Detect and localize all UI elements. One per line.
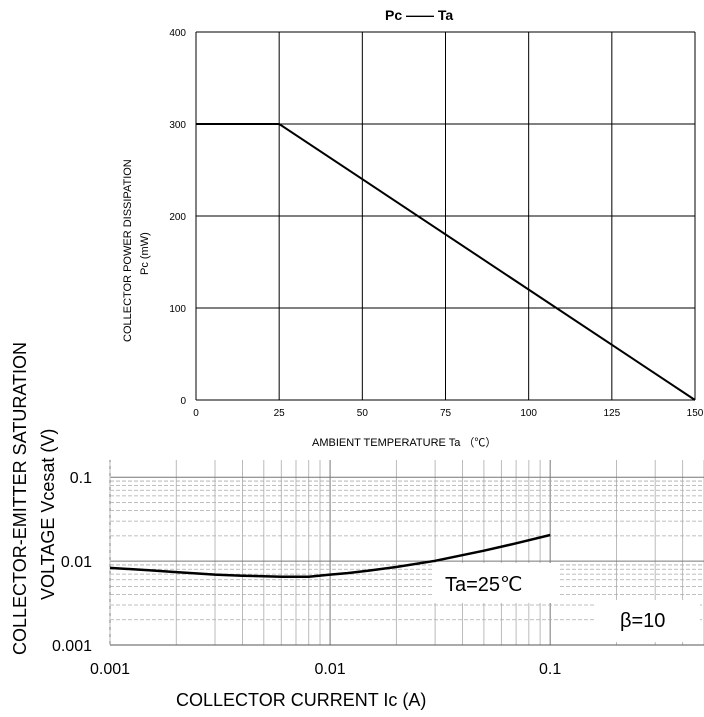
top-y-tick-label: 400 [169, 28, 186, 39]
top-x-tick-label: 0 [193, 408, 199, 419]
bottom-x-tick-label: 0.01 [315, 661, 346, 678]
top-y-tick-label: 200 [169, 212, 186, 223]
top-y-axis-label-line2: Pc (mW) [139, 232, 151, 275]
top-y-tick-label: 100 [169, 304, 186, 315]
bottom-series-line [109, 533, 551, 579]
top-y-tick-label: 300 [169, 120, 186, 131]
bottom-x-tick-label: 0.001 [90, 661, 130, 678]
top-x-tick-labels: 0 25 50 75 100 125 150 [193, 408, 704, 419]
bottom-x-axis-label: COLLECTOR CURRENT Ic (A) [176, 690, 426, 710]
bottom-series [109, 533, 551, 579]
bottom-y-tick-label: 0.001 [52, 638, 92, 655]
ta-annotation-background [432, 563, 560, 603]
bottom-x-tick-label: 0.1 [539, 661, 561, 678]
top-chart-background [100, 0, 704, 460]
top-chart-title: Pc —— Ta [385, 7, 453, 23]
ta-annotation: Ta=25℃ [445, 574, 523, 596]
bottom-x-tick-labels: 0.001 0.01 0.1 [90, 661, 561, 678]
top-x-tick-label: 50 [357, 408, 369, 419]
bottom-y-tick-label: 0.01 [61, 554, 92, 571]
bottom-y-axis-label-line1: COLLECTOR-EMITTER SATURATION [10, 342, 30, 655]
bottom-grid [109, 252, 704, 646]
top-x-tick-label: 75 [440, 408, 452, 419]
beta-annotation: β=10 [620, 610, 665, 632]
top-x-tick-label: 25 [274, 408, 286, 419]
top-x-axis-label: AMBIENT TEMPERATURE Ta （℃） [312, 436, 496, 449]
bottom-y-tick-label: 0.1 [70, 470, 92, 487]
top-y-tick-labels: 0 100 200 300 400 [169, 28, 186, 407]
top-y-tick-label: 0 [180, 396, 186, 407]
top-y-axis-label-line1: COLLECTOR POWER DISSIPATION [122, 159, 134, 342]
top-x-tick-label: 100 [520, 408, 537, 419]
top-x-tick-label: 125 [603, 408, 620, 419]
top-series-line [196, 123, 696, 401]
bottom-y-axis-label-line2: VOLTAGE Vcesat (V) [38, 429, 58, 600]
saturation-voltage-chart: 0.001 0.01 0.1 0.001 0.01 0.1 Ta=25℃ β=10 CO… [10, 252, 704, 710]
top-x-tick-label: 150 [687, 408, 704, 419]
bottom-y-tick-labels: 0.001 0.01 0.1 [52, 470, 92, 655]
beta-annotation-background [596, 600, 700, 642]
top-series [196, 123, 696, 401]
